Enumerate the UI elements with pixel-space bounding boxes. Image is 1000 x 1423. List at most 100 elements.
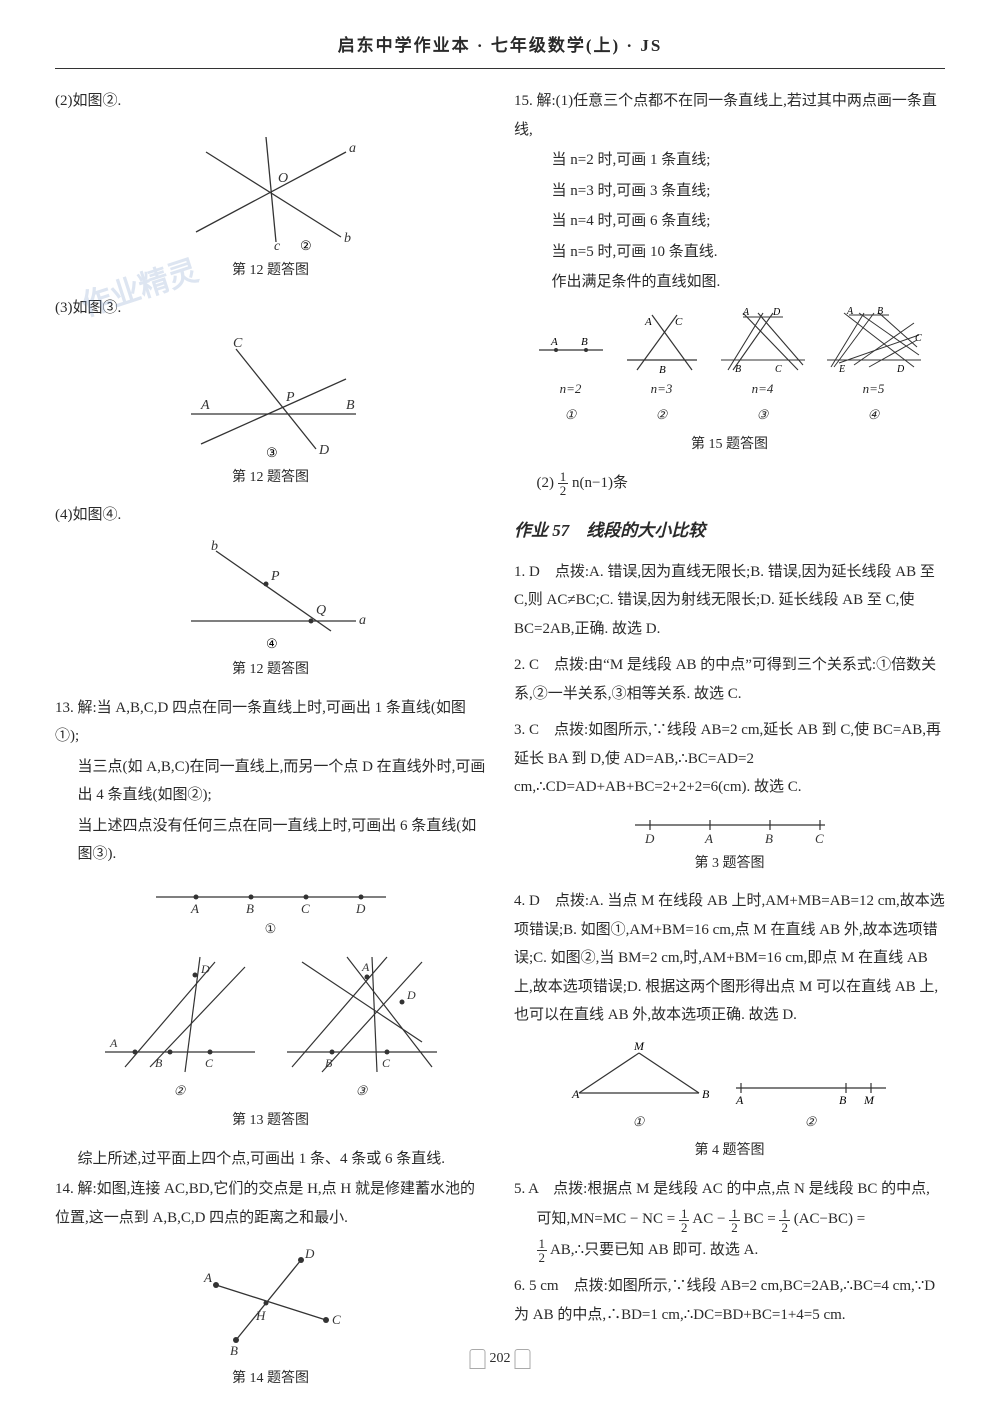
svg-text:A: A xyxy=(203,1270,212,1285)
svg-text:C: C xyxy=(675,316,683,328)
q5-b: 可知,MN=MC − NC = 12 AC − 12 BC = 12 (AC−B… xyxy=(514,1205,945,1234)
svg-text:B: B xyxy=(735,364,741,375)
q5-b-m2: BC = xyxy=(743,1211,779,1227)
svg-text:A: A xyxy=(200,398,210,413)
s57-q5: 5. A 点拨:根据点 M 是线段 AC 的中点,点 N 是线段 BC 的中点,… xyxy=(514,1175,945,1265)
s57-q2: 2. C 点拨:由“M 是线段 AB 的中点”可得到三个关系式:①倍数关系,②一… xyxy=(514,651,945,708)
svg-text:A: A xyxy=(846,306,854,317)
frac-n1: 1 xyxy=(679,1207,690,1221)
q13: 13. 解:当 A,B,C,D 四点在同一条直线上时,可画出 1 条直线(如图①… xyxy=(55,694,486,869)
q12-4: (4)如图④. xyxy=(55,501,486,530)
q15-2-pre: (2) xyxy=(537,475,555,491)
svg-text:B: B xyxy=(325,1056,333,1070)
fig12-caption-a: 第 12 题答图 xyxy=(55,258,486,285)
s57-q6: 6. 5 cm 点拨:如图所示,∵线段 AB=2 cm,BC=2AB,∴BC=4… xyxy=(514,1272,945,1329)
svg-text:D: D xyxy=(304,1246,315,1261)
svg-text:D: D xyxy=(896,364,905,375)
svg-text:H: H xyxy=(255,1308,266,1323)
svg-text:B: B xyxy=(765,831,773,845)
svg-text:C: C xyxy=(332,1312,341,1327)
q15-b: 当 n=2 时,可画 1 条直线; xyxy=(514,146,945,175)
svg-text:M: M xyxy=(863,1093,875,1107)
right-column: 15. 解:(1)任意三个点都不在同一条直线上,若过其中两点画一条直线, 当 n… xyxy=(514,87,945,1402)
svg-text:B: B xyxy=(581,336,588,348)
fig-s57-3: DABC xyxy=(514,810,945,845)
svg-text:P: P xyxy=(285,390,295,405)
q5-a: 5. A 点拨:根据点 M 是线段 AC 的中点,点 N 是线段 BC 的中点, xyxy=(514,1175,945,1204)
fig13-23: ABCD ② xyxy=(55,947,486,1104)
q14: 14. 解:如图,连接 AC,BD,它们的交点是 H,点 H 就是修建蓄水池的位… xyxy=(55,1175,486,1232)
svg-text:A: A xyxy=(571,1087,580,1101)
fig-s57-4-caption: 第 4 题答图 xyxy=(514,1138,945,1165)
q13-a: 13. 解:当 A,B,C,D 四点在同一条直线上时,可画出 1 条直线(如图①… xyxy=(55,694,486,751)
svg-text:C: C xyxy=(915,333,922,344)
q13-d: 综上所述,过平面上四个点,可画出 1 条、4 条或 6 条直线. xyxy=(55,1145,486,1174)
svg-text:A: A xyxy=(735,1093,744,1107)
q15: 15. 解:(1)任意三个点都不在同一条直线上,若过其中两点画一条直线, 当 n… xyxy=(514,87,945,297)
q15-d: 当 n=4 时,可画 6 条直线; xyxy=(514,207,945,236)
q15-a: 15. 解:(1)任意三个点都不在同一条直线上,若过其中两点画一条直线, xyxy=(514,87,945,144)
frac-d2: 2 xyxy=(729,1221,740,1234)
q5-b-m1: AC − xyxy=(692,1211,729,1227)
fig15-n2: n=2 xyxy=(560,381,582,396)
fig15-c2: ② xyxy=(617,403,707,428)
fig12-caption-b: 第 12 题答图 xyxy=(55,465,486,492)
q15-c: 当 n=3 时,可画 3 条直线; xyxy=(514,177,945,206)
left-column: (2)如图②. a b c O ② 第 1 xyxy=(55,87,486,1402)
frac-d3: 2 xyxy=(779,1221,790,1234)
fig15-c4: ④ xyxy=(819,403,929,428)
svg-text:P: P xyxy=(270,569,280,584)
section-57-title: 作业 57 线段的大小比较 xyxy=(514,515,945,547)
s57-q4: 4. D 点拨:A. 当点 M 在线段 AB 上时,AM+MB=AB=12 cm… xyxy=(514,887,945,1030)
svg-text:B: B xyxy=(346,398,355,413)
s57-q1: 1. D 点拨:A. 错误,因为直线无限长;B. 错误,因为延长线段 AB 至 … xyxy=(514,558,945,644)
q5-c: 12 AB,∴只要已知 AB 即可. 故选 A. xyxy=(514,1236,945,1265)
fig15-c3: ③ xyxy=(713,403,813,428)
svg-text:D: D xyxy=(406,988,416,1002)
q5-c-post: AB,∴只要已知 AB 即可. 故选 A. xyxy=(550,1242,758,1258)
fig14-caption: 第 14 题答图 xyxy=(55,1366,486,1393)
q12-3: (3)如图③. xyxy=(55,294,486,323)
svg-text:A: A xyxy=(550,336,558,348)
q14-a: 14. 解:如图,连接 AC,BD,它们的交点是 H,点 H 就是修建蓄水池的位… xyxy=(55,1175,486,1232)
svg-text:A: A xyxy=(644,316,652,328)
fig12-4: P Q a b ④ xyxy=(55,536,486,651)
svg-text:C: C xyxy=(301,901,310,916)
svg-text:B: B xyxy=(246,901,254,916)
svg-text:C: C xyxy=(382,1056,391,1070)
svg-text:E: E xyxy=(838,364,845,375)
fig14: AD BC H xyxy=(55,1240,486,1360)
fig12-caption-c: 第 12 题答图 xyxy=(55,657,486,684)
frac-n2: 1 xyxy=(729,1207,740,1221)
fig15-n5: n=5 xyxy=(863,381,885,396)
svg-text:D: D xyxy=(355,901,366,916)
page-header: 启东中学作业本 · 七年级数学(上) · JS xyxy=(55,30,945,69)
q5-b-pre: 可知,MN=MC − NC = xyxy=(537,1211,679,1227)
frac-n4: 1 xyxy=(537,1237,548,1251)
svg-text:C: C xyxy=(775,364,782,375)
q15-e: 当 n=5 时,可画 10 条直线. xyxy=(514,238,945,267)
q12-2: (2)如图②. xyxy=(55,87,486,116)
svg-text:A: A xyxy=(742,307,750,318)
svg-text:M: M xyxy=(633,1039,645,1053)
svg-text:B: B xyxy=(155,1056,163,1070)
svg-text:B: B xyxy=(839,1093,847,1107)
svg-text:B: B xyxy=(702,1087,710,1101)
fig15-n4: n=4 xyxy=(752,381,774,396)
fig-s57-3-caption: 第 3 题答图 xyxy=(514,851,945,878)
svg-text:B: B xyxy=(877,306,883,317)
fig12-2: a b c O ② xyxy=(55,122,486,252)
svg-text:C: C xyxy=(815,831,824,845)
q15-2: (2) 12 n(n−1)条 xyxy=(514,469,945,498)
fig-s57-4: ABM ① ABM ② xyxy=(514,1038,945,1135)
svg-text:②: ② xyxy=(300,238,312,252)
fig15-caption: 第 15 题答图 xyxy=(514,432,945,459)
frac-d1: 2 xyxy=(679,1221,690,1234)
fig15: AB n=2 ① ACB n=3 ② xyxy=(514,305,945,428)
svg-text:A: A xyxy=(704,831,713,845)
svg-text:A: A xyxy=(361,960,370,974)
svg-text:b: b xyxy=(211,539,218,554)
q13-c: 当上述四点没有任何三点在同一直线上时,可画出 6 条直线(如图③). xyxy=(55,812,486,869)
frac-d4: 2 xyxy=(537,1251,548,1264)
q13-b: 当三点(如 A,B,C)在同一直线上,而另一个点 D 在直线外时,可画出 4 条… xyxy=(55,753,486,810)
